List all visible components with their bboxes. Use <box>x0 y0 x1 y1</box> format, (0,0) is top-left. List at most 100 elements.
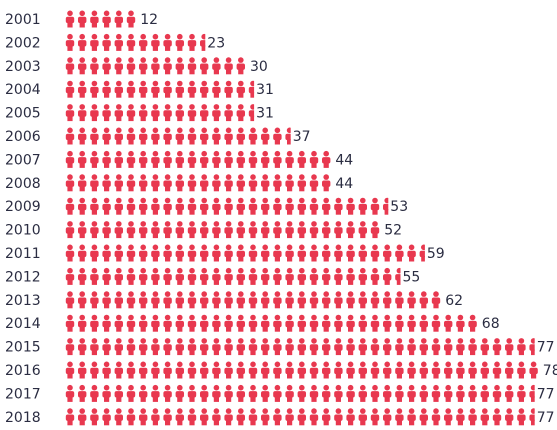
icon-row <box>65 104 255 122</box>
icon-legs <box>250 396 256 402</box>
icon-body <box>322 391 331 398</box>
icon-body <box>200 320 209 328</box>
icon-body <box>187 63 197 70</box>
icon-body <box>139 250 148 258</box>
icon-head <box>335 408 342 414</box>
icon-head <box>116 80 122 87</box>
icon-body <box>200 391 209 398</box>
icon-legs <box>152 419 158 426</box>
icon-body <box>65 391 75 398</box>
icon-legs <box>140 209 146 215</box>
icon-body <box>517 367 526 375</box>
icon-body <box>175 203 184 211</box>
icon-head <box>91 33 98 40</box>
icon-body <box>309 391 319 398</box>
icon-legs <box>396 373 402 379</box>
icon-body <box>151 274 160 281</box>
icon-body <box>187 157 197 164</box>
icon-body <box>126 86 136 94</box>
icon-body <box>492 344 502 351</box>
icon-head <box>152 291 159 297</box>
icon-legs <box>262 139 268 145</box>
icon-legs <box>238 349 244 356</box>
icon-legs <box>116 45 122 51</box>
icon-body <box>346 391 355 398</box>
icon-head <box>360 361 366 368</box>
icon-body <box>492 391 502 398</box>
icon-body <box>309 227 319 234</box>
icon-body <box>248 297 258 304</box>
icon-head <box>372 384 378 391</box>
icon-head <box>262 408 269 414</box>
icon-legs <box>287 232 293 239</box>
icon-head <box>67 338 73 344</box>
icon-head <box>103 291 110 297</box>
icon-head <box>299 291 305 297</box>
icon-head <box>433 338 439 344</box>
icon-legs <box>274 139 280 145</box>
icon-row <box>65 10 136 28</box>
icon-head <box>225 361 232 368</box>
icon-legs <box>384 279 390 285</box>
icon-body <box>163 250 172 258</box>
icon-body <box>78 40 87 47</box>
icon-body <box>139 63 148 70</box>
icon-body <box>102 110 111 117</box>
icon-body <box>102 250 111 258</box>
icon-body <box>139 227 148 234</box>
icon-head <box>91 338 98 344</box>
icon-legs <box>287 162 293 168</box>
icon-body <box>102 391 111 398</box>
icon-body <box>261 274 270 281</box>
icon-legs <box>335 302 341 309</box>
icon-head <box>384 244 391 251</box>
icon-body <box>236 274 245 281</box>
icon-head <box>396 244 403 251</box>
icon-legs <box>213 115 219 122</box>
icon-head <box>164 267 171 274</box>
icon-legs <box>152 45 158 51</box>
icon-body <box>346 250 355 258</box>
icon-head <box>286 197 293 204</box>
icon-body <box>90 274 99 281</box>
icon-body <box>151 133 160 141</box>
icon-body <box>248 344 258 351</box>
icon-legs <box>226 256 232 262</box>
icon-body <box>370 367 380 375</box>
icon-body <box>236 203 245 211</box>
icon-head <box>152 197 159 204</box>
icon-head <box>189 104 195 110</box>
icon-legs <box>201 185 207 192</box>
icon-body <box>431 320 441 328</box>
icon-legs <box>506 373 512 379</box>
icon-head <box>225 291 232 297</box>
icon-head <box>421 291 427 297</box>
icon-legs <box>433 419 439 426</box>
icon-legs <box>201 349 207 356</box>
icon-head <box>372 291 378 297</box>
icon-body <box>505 414 514 421</box>
category-label: 2017 <box>5 386 41 402</box>
icon-head <box>384 384 391 391</box>
icon-legs <box>79 115 85 122</box>
icon-head <box>238 80 244 87</box>
icon-body <box>102 180 111 187</box>
icon-legs <box>311 373 317 379</box>
icon-body <box>187 297 197 304</box>
icon-body <box>334 320 343 328</box>
icon-body <box>248 274 258 281</box>
icon-body <box>187 133 197 141</box>
icon-head <box>103 361 110 368</box>
icon-body <box>358 250 367 258</box>
icon-head <box>494 338 500 344</box>
icon-head <box>323 314 330 321</box>
icon-head <box>116 338 122 344</box>
icon-legs <box>238 326 244 332</box>
icon-legs <box>323 232 329 239</box>
icon-legs <box>177 115 183 122</box>
icon-body <box>224 367 233 375</box>
icon-head <box>238 150 244 157</box>
icon-body <box>102 274 111 281</box>
icon-legs <box>348 232 354 239</box>
icon-head <box>225 244 232 251</box>
